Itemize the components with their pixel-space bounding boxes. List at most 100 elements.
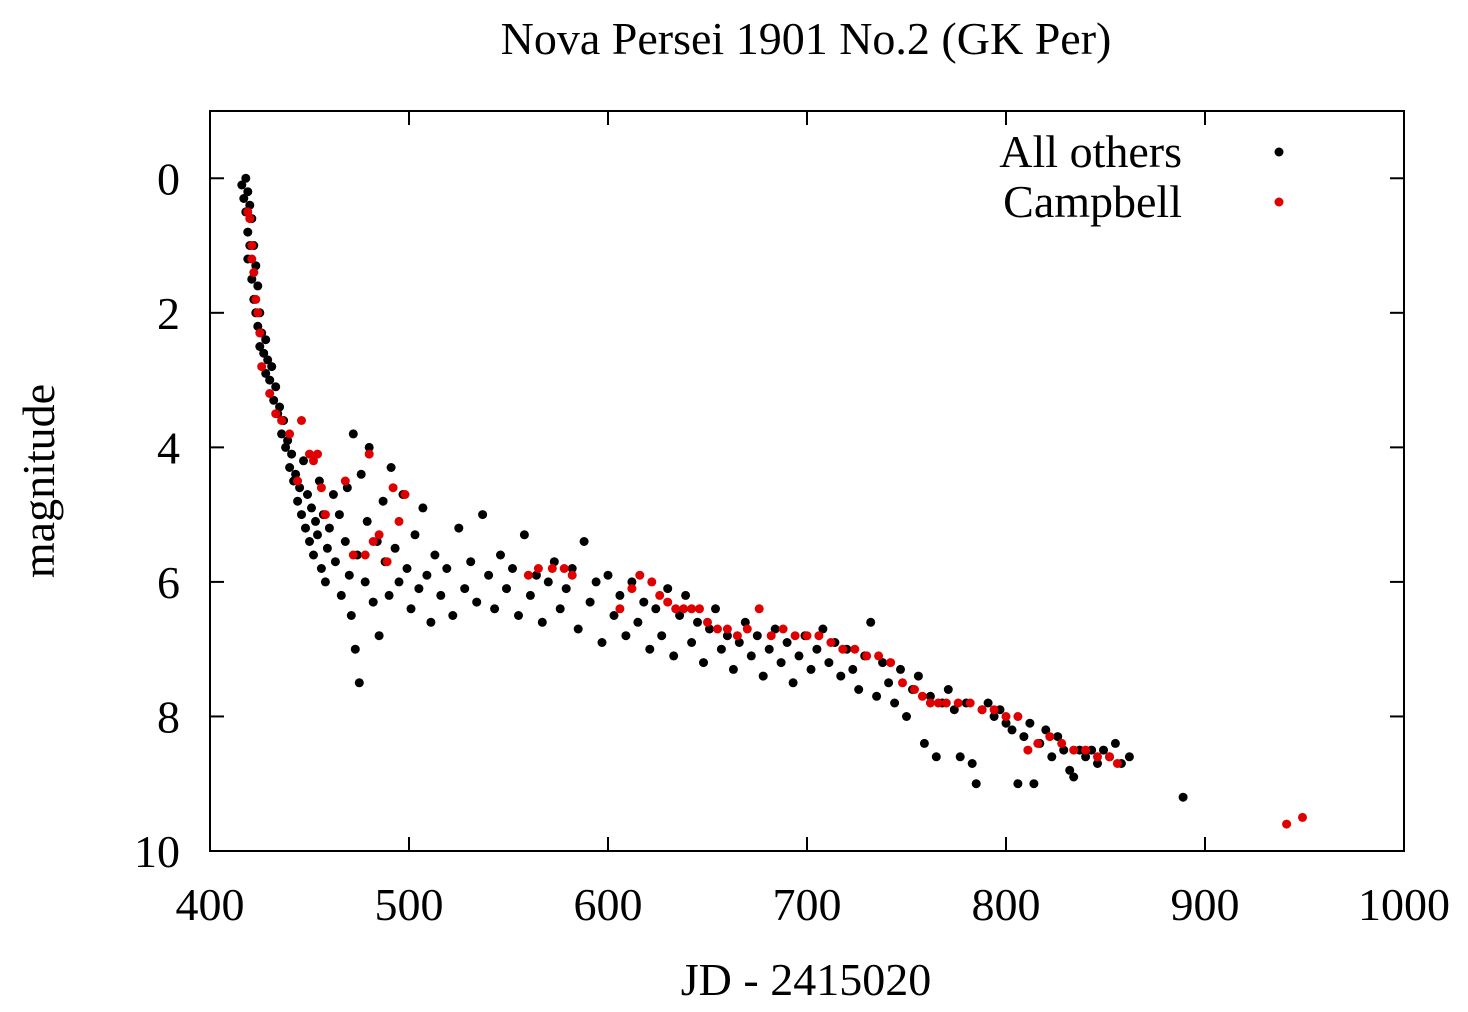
data-point <box>386 463 396 472</box>
data-point <box>955 752 965 762</box>
data-point <box>514 611 523 620</box>
data-point <box>330 557 340 567</box>
x-tick-label: 1000 <box>1358 879 1450 930</box>
data-point <box>874 651 884 661</box>
data-point <box>949 705 959 715</box>
data-point <box>917 691 927 701</box>
data-point <box>422 570 432 580</box>
data-point <box>862 651 872 661</box>
legend-label: Campbell <box>1003 176 1182 227</box>
data-point <box>275 402 285 412</box>
data-point <box>657 631 667 641</box>
data-point <box>271 409 281 419</box>
data-point <box>293 496 303 506</box>
data-point <box>886 658 896 668</box>
data-point <box>742 624 752 634</box>
data-point <box>466 557 476 567</box>
data-point <box>394 577 404 587</box>
data-point <box>436 590 446 600</box>
data-point <box>1282 819 1292 829</box>
data-point <box>364 442 374 452</box>
data-point <box>340 476 350 486</box>
data-point <box>884 678 894 688</box>
data-point <box>1001 718 1011 728</box>
data-point <box>271 382 281 392</box>
data-point <box>251 261 261 271</box>
data-point <box>472 597 482 607</box>
data-point <box>454 523 464 533</box>
data-point <box>627 577 637 587</box>
data-point <box>243 187 253 197</box>
chart-title: Nova Persei 1901 No.2 (GK Per) <box>501 13 1112 64</box>
data-point <box>402 564 412 573</box>
data-point <box>356 469 366 479</box>
data-point <box>350 644 360 654</box>
data-point <box>898 678 907 688</box>
data-point <box>297 416 306 425</box>
y-tick-label: 10 <box>134 826 180 877</box>
data-point <box>806 664 816 674</box>
data-point <box>567 564 577 573</box>
data-point <box>255 328 265 338</box>
data-point <box>340 537 350 546</box>
data-point <box>430 550 440 560</box>
data-point <box>293 476 303 486</box>
y-axis-label: magnitude <box>13 384 64 578</box>
data-point <box>824 658 834 668</box>
data-point <box>695 604 704 614</box>
data-point <box>414 584 424 594</box>
data-point <box>1069 772 1079 782</box>
data-point <box>1081 752 1091 762</box>
data-point <box>299 456 308 466</box>
data-point <box>316 483 326 493</box>
data-point <box>388 483 398 493</box>
data-point <box>496 550 505 560</box>
data-point <box>360 550 370 560</box>
data-point <box>953 698 963 708</box>
data-point <box>890 698 900 708</box>
data-point <box>245 214 255 224</box>
data-point <box>764 644 774 654</box>
data-point <box>770 624 780 634</box>
data-point <box>255 342 265 351</box>
data-point <box>639 597 649 607</box>
x-tick-label: 400 <box>176 879 245 930</box>
data-point <box>261 335 271 345</box>
data-point <box>728 664 738 674</box>
data-point <box>265 389 275 398</box>
data-point <box>249 268 259 277</box>
data-point <box>1007 725 1017 735</box>
data-point <box>1093 752 1102 762</box>
data-point <box>910 685 919 694</box>
data-point <box>348 429 358 439</box>
data-point <box>848 664 858 674</box>
legend-label: All others <box>999 126 1182 177</box>
data-point <box>711 604 720 614</box>
data-point <box>448 611 458 620</box>
data-point <box>265 375 275 385</box>
data-point <box>1298 812 1307 822</box>
data-point <box>543 577 553 587</box>
data-point <box>285 463 295 472</box>
data-point <box>519 530 529 540</box>
data-point <box>802 631 812 641</box>
data-point <box>703 617 712 627</box>
data-point <box>635 570 645 580</box>
data-point <box>1099 745 1108 755</box>
data-point <box>1093 759 1102 768</box>
data-point <box>778 624 788 634</box>
data-point <box>285 429 295 439</box>
data-point <box>965 698 975 708</box>
data-point <box>1019 732 1029 742</box>
data-point <box>508 564 517 573</box>
data-point <box>687 604 697 614</box>
data-point <box>1041 725 1051 735</box>
data-point <box>303 490 312 499</box>
data-point <box>305 537 314 546</box>
data-point <box>579 537 589 546</box>
data-point <box>324 523 334 533</box>
data-point <box>523 570 533 580</box>
y-tick-label: 0 <box>157 153 180 204</box>
data-point <box>663 597 673 607</box>
